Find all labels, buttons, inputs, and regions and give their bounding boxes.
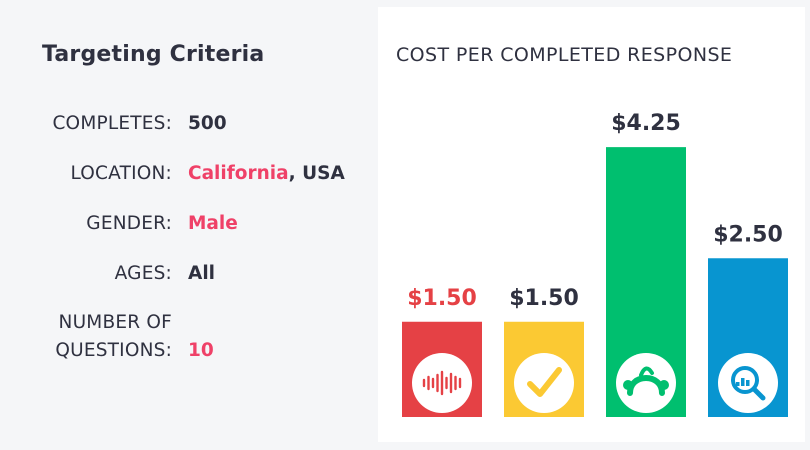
audio-wave-logo-icon: [412, 353, 472, 413]
checkmark-logo-icon: [514, 353, 574, 413]
bar-value-label-4: $2.50: [713, 222, 783, 247]
completes-value: 500: [188, 113, 227, 134]
location-state: California: [188, 163, 289, 184]
gender-label: GENDER:: [86, 213, 172, 234]
bar-value-label-2: $1.50: [509, 286, 579, 311]
bar-value-label-3: $4.25: [611, 111, 681, 136]
location-label: LOCATION:: [70, 163, 172, 184]
bar-group-1: $1.50: [402, 286, 482, 417]
chart-title: COST PER COMPLETED RESPONSE: [396, 44, 733, 66]
bar-group-2: $1.50: [504, 286, 584, 417]
gender-value: Male: [188, 213, 238, 234]
questions-value: 10: [188, 340, 214, 361]
cost-bar-chart: $1.50 $1.50 $4.25 $2.50: [402, 111, 788, 417]
bar-group-4: $2.50: [708, 222, 788, 417]
monkey-logo-icon: [616, 353, 676, 413]
magnifier-chart-logo-icon: [718, 353, 778, 413]
bar-group-3: $4.25: [606, 111, 686, 417]
targeting-criteria-panel: Targeting Criteria COMPLETES: 500 LOCATI…: [0, 0, 375, 450]
location-value: California, USA: [188, 159, 345, 188]
ages-label: AGES:: [114, 263, 172, 284]
targeting-criteria-title: Targeting Criteria: [42, 42, 265, 67]
completes-label: COMPLETES:: [52, 113, 172, 134]
questions-label-line1: NUMBER OF: [58, 312, 172, 333]
questions-label-line2: QUESTIONS:: [55, 340, 172, 361]
location-country: , USA: [288, 163, 345, 184]
cost-chart-panel: COST PER COMPLETED RESPONSE $1.50 $1.50 $4…: [378, 7, 805, 442]
bar-value-label-1: $1.50: [407, 286, 477, 311]
ages-value: All: [188, 263, 216, 284]
